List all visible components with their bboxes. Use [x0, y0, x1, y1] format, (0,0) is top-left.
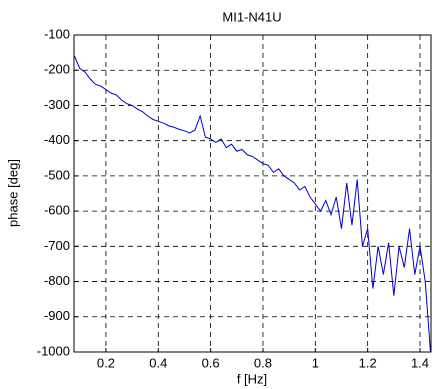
plot-frame	[73, 34, 432, 353]
x-tick-label: 1.2	[359, 355, 377, 370]
y-tick-label: -100	[44, 26, 70, 41]
x-tick-label: 1.4	[411, 355, 429, 370]
y-tick-label: -300	[44, 97, 70, 112]
data-line	[74, 55, 431, 353]
y-tick-label: -200	[44, 62, 70, 77]
x-tick-label: 0.4	[149, 355, 167, 370]
x-tick-label: 1	[312, 355, 319, 370]
y-tick-label: -500	[44, 167, 70, 182]
chart-title: MI1-N41U	[222, 9, 281, 24]
x-tick-label: 0.8	[254, 355, 272, 370]
x-axis-label: f [Hz]	[237, 371, 267, 386]
y-tick-label: -1000	[37, 343, 70, 358]
x-tick-label: 0.2	[97, 355, 115, 370]
y-tick-label: -400	[44, 132, 70, 147]
y-tick-label: -900	[44, 308, 70, 323]
x-tick-label: 0.6	[202, 355, 220, 370]
y-tick-label: -800	[44, 273, 70, 288]
plot-area	[74, 35, 431, 352]
y-tick-label: -600	[44, 203, 70, 218]
y-tick-label: -700	[44, 238, 70, 253]
y-axis-label: phase [deg]	[5, 159, 20, 227]
